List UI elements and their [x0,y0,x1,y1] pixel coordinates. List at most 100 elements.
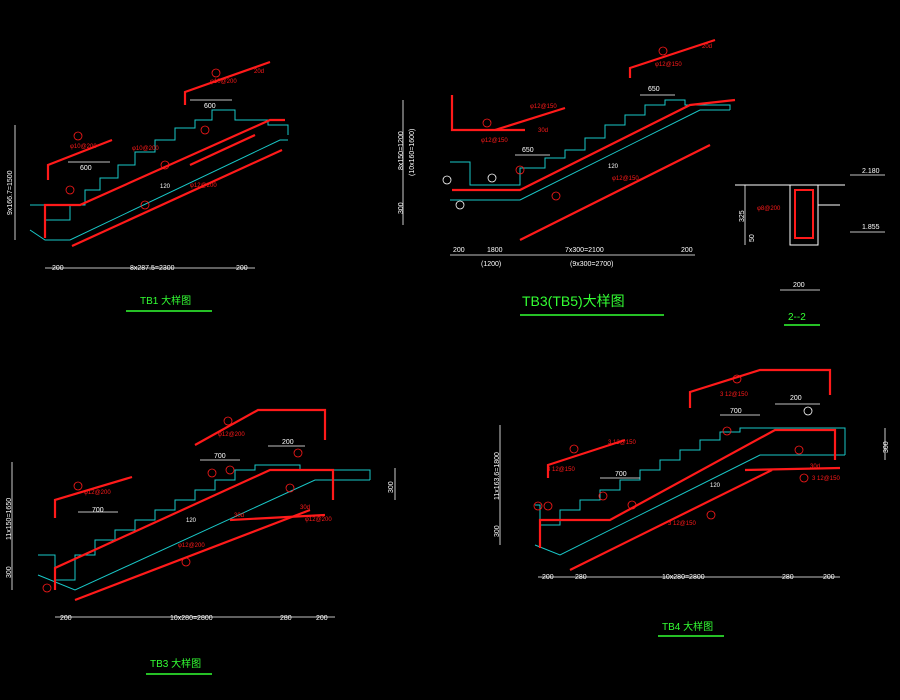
tb4-dim-200: 200 [790,395,802,402]
tb4-dim-bottom-3: 280 [782,574,794,581]
tb1-rebar-note-b: φ10@200 [70,144,97,150]
tb4-dim-700b: 700 [730,408,742,415]
tb4-mark-1 [732,374,742,384]
tb4-rebar-note-e: 3 12@150 [812,476,840,482]
tb3-mark-2 [73,481,83,491]
tb1-dim-120: 120 [160,184,171,190]
tb3-tb5-mark-5 [658,46,668,56]
tb4-dim-left-300: 300 [494,525,501,537]
tb4-mark-2 [803,406,813,416]
tb4-mark-7 [627,500,637,510]
section-2-2-level-bottom: 1.855 [862,224,880,231]
tb3-mark-3 [42,583,52,593]
tb3-rebar-top [53,468,335,590]
tb4-mark-3 [569,444,579,454]
tb3-detail: 200 10x280=2800 280 200 11x150=1650 300 … [6,408,396,675]
tb3-tb5-dim-left: 8x150=1200 [398,131,405,170]
tb3-dim-700b: 700 [214,453,226,460]
tb3-dim-bottom-1: 10x280=2800 [170,615,213,622]
tb4-rebar-note-a: 3 12@150 [720,392,748,398]
tb4-detail: 200 280 10x280=2800 280 200 11x163.6=180… [494,368,890,637]
tb3-dim-120: 120 [186,518,197,524]
tb3-tb5-rebar-mid [494,106,566,132]
tb4-mark-10 [799,473,809,483]
tb1-hook-20d: 20d [254,69,264,75]
tb1-mark-1 [73,131,83,141]
section-2-2-dim-50-label: 50 [749,234,756,242]
tb1-rebar-note-d: φ12@200 [190,183,217,189]
tb3-tb5-dim-650a: 650 [522,147,534,154]
tb3-tb5-rebar-hook-right [628,38,716,78]
tb4-dim-bottom-2: 10x280=2800 [662,574,705,581]
tb3-tb5-rebar-note-d: φ12@150 [612,176,639,182]
tb3-dim-bottom-0: 200 [60,615,72,622]
tb3-mark-8 [181,557,191,567]
tb3-dim-700a: 700 [92,507,104,514]
tb3-tb5-dim-bottom-0: 200 [453,247,465,254]
tb1-rebar-top [43,118,285,238]
tb3-tb5-rebar-note-a: φ12@150 [530,104,557,110]
tb3-rebar-hook-right [194,408,327,446]
tb4-hook-30d: 30d [810,464,820,470]
tb3-tb5-soffit [450,109,730,201]
tb1-rebar-bottom [71,148,283,248]
tb1-dim-left: 9x166.7=1500 [7,170,14,215]
tb4-mark-9 [794,445,804,455]
tb4-rebar-note-c: 3 12@150 [547,467,575,473]
tb4-rebar-seat [744,466,841,472]
section-2-2-rebar-note: φ8@200 [757,206,781,212]
tb4-dim-left: 11x163.6=1800 [494,452,501,500]
section-2-2-beam [789,184,819,246]
tb4-title: TB4 大样图 [662,620,713,633]
tb3-dim-left-300: 300 [6,566,13,578]
tb4-mark-5 [543,501,553,511]
tb3-hook-30d-b: 30d [300,505,310,511]
tb3-tb5-dim-bottom-3: 200 [681,247,693,254]
tb3-tb5-dim-120: 120 [608,164,619,170]
tb1-mark-2 [211,68,221,78]
tb1-rebar-note-a: φ10@200 [210,79,237,85]
section-2-2-detail: 325 50 200 φ8@200 2.180 1.855 2--2 [735,168,885,326]
tb3-tb5-title: TB3(TB5)大样图 [522,293,625,309]
tb3-tb5-rebar-hook-left [450,95,525,132]
tb3-tb5-dim-650b: 650 [648,86,660,93]
tb1-dim-bottom-0: 200 [52,265,64,272]
tb4-concrete-outline [535,427,846,526]
tb1-detail: 200 8x287.5=2300 200 9x166.7=1500 600 60… [7,60,289,312]
tb4-rebar-top [538,428,837,548]
tb1-rebar-mid [189,134,256,166]
tb1-mark-5 [140,200,150,210]
tb4-rebar-bottom [569,469,773,571]
tb1-title: TB1 大样图 [140,294,191,307]
tb4-dim-120: 120 [710,483,721,489]
tb3-dim-200: 200 [282,439,294,446]
tb3-rebar-hook-left [53,475,133,518]
tb3-tb5-rebar-bottom [519,144,711,241]
tb4-dim-bottom-4: 200 [823,574,835,581]
tb4-mark-6 [598,491,608,501]
tb1-dim-600b: 600 [204,103,216,110]
tb3-tb5-hook-20d: 20d [702,44,712,50]
tb3-tb5-detail: 200 1800 7x300=2100 200 (1200) (9x300=27… [398,38,736,316]
tb3-tb5-rebar-top [452,98,736,192]
tb3-hook-30d-a: 30d [234,513,244,519]
tb3-tb5-mark-6 [515,165,525,175]
tb4-rebar-note-b: 3 12@150 [608,440,636,446]
tb3-rebar-bottom [74,508,311,602]
tb3-tb5-hook-30d: 30d [538,128,548,134]
tb3-tb5-mark-7 [551,191,561,201]
tb1-rebar-hook-right [183,60,271,105]
tb3-tb5-dim-bottom-sub-1: (9x300=2700) [570,261,613,268]
tb4-rebar-hook-right [688,368,832,408]
tb4-mark-8 [722,426,732,436]
tb3-tb5-mark-2 [455,200,465,210]
tb3-dim-bottom-3: 200 [316,615,328,622]
tb3-dim-left: 11x150=1650 [6,498,13,540]
tb3-dim-right-300: 300 [388,481,395,493]
tb3-mark-6 [293,448,303,458]
tb4-mark-11 [706,510,716,520]
tb3-rebar-note-b: φ12@200 [84,490,111,496]
tb4-rebar-note-d: 3 12@150 [668,521,696,527]
